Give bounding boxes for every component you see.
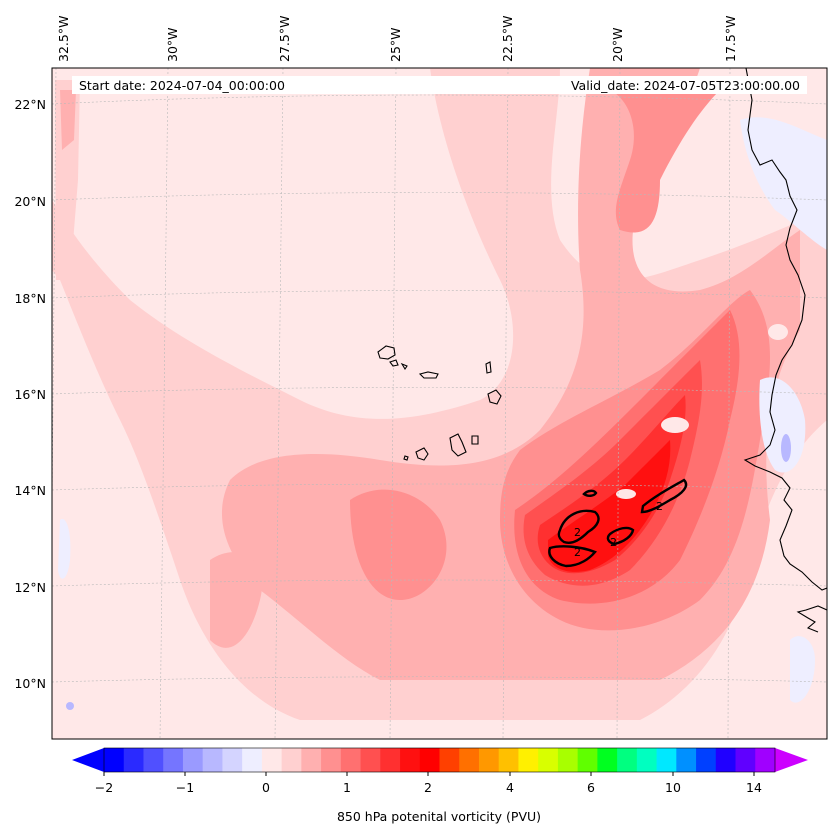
pv2-contour-1 xyxy=(557,509,600,545)
start-date-label: Start date: 2024-07-04_00:00:00 xyxy=(79,78,285,93)
lon-label-20w: 20°W xyxy=(610,27,625,62)
pv-2-contours xyxy=(548,478,688,568)
colorbar-bin xyxy=(478,748,500,772)
lat-label-20n: 20°N xyxy=(14,194,46,209)
lon-label-25w: 25°W xyxy=(388,27,403,62)
cape-verde-islands xyxy=(377,345,502,461)
colorbar-bin xyxy=(617,748,638,772)
colorbar-bin xyxy=(498,748,519,772)
colorbar-frame xyxy=(103,747,776,773)
colorbar-bin xyxy=(281,748,302,772)
graticule xyxy=(52,68,827,739)
colorbar-bin xyxy=(222,748,243,772)
colorbar-bin xyxy=(163,748,184,772)
colorbar-bin xyxy=(439,748,460,772)
colorbar-bin xyxy=(123,748,144,772)
info-box xyxy=(72,76,807,94)
contour-label-1: 2 xyxy=(574,526,581,539)
colorbar-bin xyxy=(380,748,401,772)
colorbar-bin xyxy=(577,748,598,772)
colorbar-bin xyxy=(459,748,480,772)
colorbar-bin xyxy=(518,748,539,772)
cb-tick-neg1: −1 xyxy=(176,780,194,795)
pv-negative-spot-2 xyxy=(66,702,74,710)
colorbar-bin xyxy=(656,748,677,772)
pv-field xyxy=(52,68,827,739)
pv-low-spot-1 xyxy=(661,417,689,433)
colorbar-bin xyxy=(202,748,223,772)
map-frame xyxy=(51,67,828,740)
pv-low-spot-2 xyxy=(616,489,636,499)
lat-label-16n: 16°N xyxy=(14,387,46,402)
lon-label-32-5w: 32.5°W xyxy=(56,16,71,62)
contour-label-4: 2 xyxy=(656,500,663,513)
colorbar-tick-labels: −2 −1 0 1 2 4 6 10 14 xyxy=(95,780,762,795)
colorbar-bin xyxy=(321,748,342,772)
lon-label-17-5w: 17.5°W xyxy=(723,16,738,62)
pv-patch-sw xyxy=(210,552,262,648)
colorbar: −2 −1 0 1 2 4 6 10 14 850 hPa potenital … xyxy=(72,747,808,824)
lat-label-22n: 22°N xyxy=(14,97,46,112)
colorbar-extend-high xyxy=(775,748,808,772)
colorbar-bin xyxy=(104,748,125,772)
pv-negative-w xyxy=(58,519,71,579)
pv-patch-salmon-2 xyxy=(350,489,447,600)
contour-label-3: 2 xyxy=(610,536,617,549)
valid-date-label: Valid_date: 2024-07-05T23:00:00.00 xyxy=(571,78,800,93)
pv-negative-ne xyxy=(740,117,827,251)
cb-tick-1: 1 xyxy=(343,780,351,795)
cb-tick-4: 4 xyxy=(506,780,514,795)
pv2-contour-2 xyxy=(548,545,597,568)
colorbar-bins xyxy=(104,748,776,772)
colorbar-ticks xyxy=(103,772,755,776)
contour-label-2: 2 xyxy=(574,546,581,559)
lat-label-12n: 12°N xyxy=(14,580,46,595)
cb-tick-10: 10 xyxy=(665,780,681,795)
colorbar-bin xyxy=(636,748,657,772)
cb-tick-0: 0 xyxy=(262,780,270,795)
cb-tick-6: 6 xyxy=(587,780,595,795)
latitude-labels: 22°N 20°N 18°N 16°N 14°N 12°N 10°N xyxy=(14,97,46,691)
lon-label-30w: 30°W xyxy=(165,27,180,62)
cb-tick-2: 2 xyxy=(424,780,432,795)
lat-label-14n: 14°N xyxy=(14,483,46,498)
lon-label-22-5w: 22.5°W xyxy=(500,16,515,62)
longitude-labels: 32.5°W 30°W 27.5°W 25°W 22.5°W 20°W 17.5… xyxy=(56,16,738,62)
pv2-contour-5 xyxy=(582,489,598,497)
lon-label-27-5w: 27.5°W xyxy=(277,16,292,62)
lat-label-10n: 10°N xyxy=(14,676,46,691)
colorbar-bin xyxy=(143,748,164,772)
colorbar-bin xyxy=(696,748,717,772)
colorbar-bin xyxy=(419,748,440,772)
colorbar-bin xyxy=(182,748,204,772)
colorbar-bin xyxy=(360,748,381,772)
africa-coast-south xyxy=(796,605,827,633)
contour-labels: 2 2 2 2 xyxy=(574,500,663,559)
colorbar-bin xyxy=(755,748,776,772)
colorbar-bin xyxy=(261,748,283,772)
pv-low-spot-3 xyxy=(768,324,788,340)
colorbar-bin xyxy=(597,748,618,772)
colorbar-extend-low xyxy=(72,748,104,772)
colorbar-title: 850 hPa potenital vorticity (PVU) xyxy=(337,809,541,824)
colorbar-bin xyxy=(735,748,756,772)
colorbar-bin xyxy=(676,748,697,772)
colorbar-bin xyxy=(340,748,361,772)
pv-patch-west xyxy=(60,90,76,150)
colorbar-bin xyxy=(400,748,421,772)
colorbar-bin xyxy=(301,748,322,772)
cb-tick-14: 14 xyxy=(746,780,762,795)
pv2-contour-4 xyxy=(640,478,688,514)
colorbar-bin xyxy=(538,748,559,772)
colorbar-bin xyxy=(557,748,579,772)
pv2-contour-3 xyxy=(606,526,635,546)
colorbar-bin xyxy=(242,748,263,772)
africa-coastline xyxy=(743,68,827,591)
pv-negative-se xyxy=(790,636,815,703)
colorbar-bin xyxy=(715,748,736,772)
pv-negative-spot xyxy=(781,434,791,462)
lat-label-18n: 18°N xyxy=(14,291,46,306)
cb-tick-neg2: −2 xyxy=(95,780,113,795)
